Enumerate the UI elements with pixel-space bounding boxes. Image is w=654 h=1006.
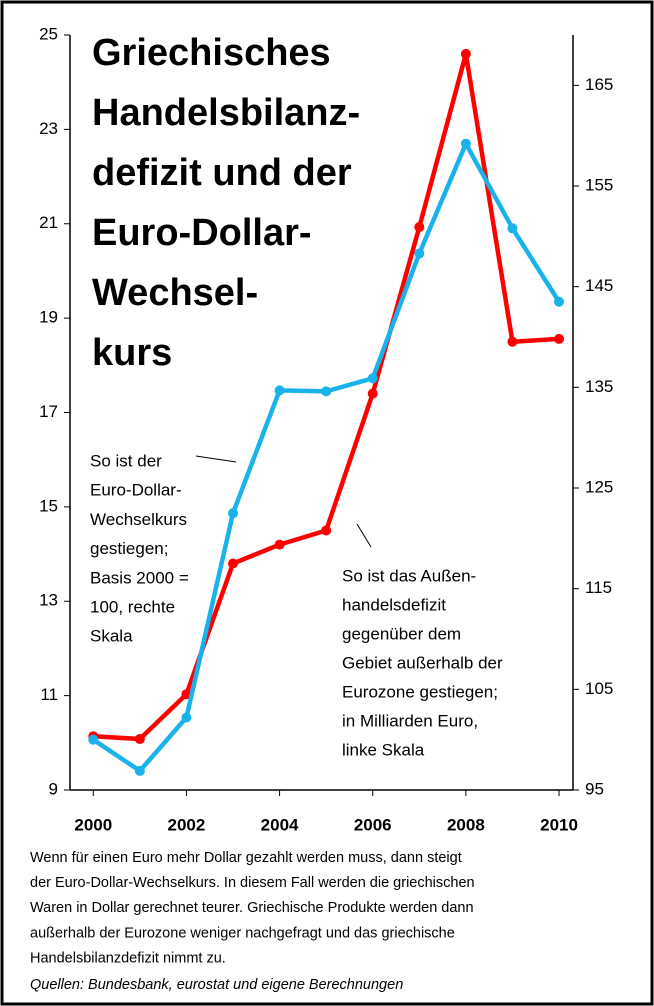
point xyxy=(321,525,332,536)
y-tick-label: 17 xyxy=(39,402,58,421)
y2-tick-label: 135 xyxy=(585,377,613,396)
annotation: Eurozone gestiegen; xyxy=(342,682,498,701)
annotation: Basis 2000 = xyxy=(90,568,189,587)
point xyxy=(274,385,285,396)
point xyxy=(367,388,378,399)
point xyxy=(554,333,565,344)
y2-tick-label: 145 xyxy=(585,276,613,295)
x-tick-label: 2006 xyxy=(354,815,392,834)
y2-tick-label: 165 xyxy=(585,75,613,94)
y2-tick-label: 115 xyxy=(585,578,612,597)
caption: außerhalb der Eurozone weniger nachgefra… xyxy=(30,925,455,941)
point xyxy=(228,558,239,569)
point xyxy=(321,386,332,397)
y-tick-label: 13 xyxy=(39,591,58,610)
y-tick-label: 25 xyxy=(39,24,58,43)
annotation: Skala xyxy=(90,627,133,646)
chart-title: kurs xyxy=(92,332,172,374)
point xyxy=(460,48,471,59)
pointer xyxy=(195,455,237,463)
annotation: 100, rechte xyxy=(90,597,175,616)
source: Quellen: Bundesbank, eurostat und eigene… xyxy=(30,977,403,993)
y2-tick-label: 125 xyxy=(585,477,613,496)
y2-tick-label: 105 xyxy=(585,679,613,698)
annotation: gegenüber dem xyxy=(342,624,461,643)
caption: der Euro-Dollar-Wechselkurs. In diesem F… xyxy=(30,875,475,891)
point xyxy=(274,539,285,550)
point xyxy=(88,734,99,745)
annotation: Gebiet außerhalb der xyxy=(342,653,503,672)
point xyxy=(414,248,425,259)
chart-title: defizit und der xyxy=(92,152,352,194)
annotation: Euro-Dollar- xyxy=(90,481,182,500)
point xyxy=(554,296,565,307)
chart-title: Griechisches xyxy=(92,32,331,74)
annotation: gestiegen; xyxy=(90,539,168,558)
x-tick-label: 2010 xyxy=(540,815,578,834)
x-tick-label: 2008 xyxy=(447,815,485,834)
annotation: So ist der xyxy=(90,451,162,470)
point xyxy=(507,223,518,234)
x-tick-label: 2004 xyxy=(261,815,299,834)
point xyxy=(228,508,239,519)
annotation: So ist das Außen- xyxy=(342,566,476,585)
pointer xyxy=(356,523,372,548)
annotation: linke Skala xyxy=(342,740,425,759)
chart-title: Handelsbilanz- xyxy=(92,92,360,134)
y-tick-label: 15 xyxy=(39,496,58,515)
point xyxy=(507,336,518,347)
point xyxy=(414,222,425,233)
x-tick-label: 2000 xyxy=(74,815,112,834)
caption: Waren in Dollar gerechnet teurer. Griech… xyxy=(30,900,474,916)
y-tick-label: 11 xyxy=(40,685,58,704)
caption: Handelsbilanzdefizit nimmt zu. xyxy=(30,951,226,967)
point xyxy=(460,138,471,149)
point xyxy=(134,765,145,776)
x-tick-label: 2002 xyxy=(168,815,206,834)
y-tick-label: 21 xyxy=(39,213,58,232)
chart-title: Wechsel- xyxy=(92,272,258,314)
y2-tick-label: 155 xyxy=(585,175,613,194)
annotation: handelsdefizit xyxy=(342,595,446,614)
y-tick-label: 9 xyxy=(49,779,58,798)
chart-title: Euro-Dollar- xyxy=(92,212,312,254)
point xyxy=(181,712,192,723)
y-tick-label: 23 xyxy=(39,119,58,138)
point xyxy=(134,734,145,745)
y-tick-label: 19 xyxy=(39,308,58,327)
annotation: Wechselkurs xyxy=(90,510,187,529)
point xyxy=(367,373,378,384)
annotation: in Milliarden Euro, xyxy=(342,711,478,730)
caption: Wenn für einen Euro mehr Dollar gezahlt … xyxy=(30,850,462,866)
y2-tick-label: 95 xyxy=(585,779,604,798)
